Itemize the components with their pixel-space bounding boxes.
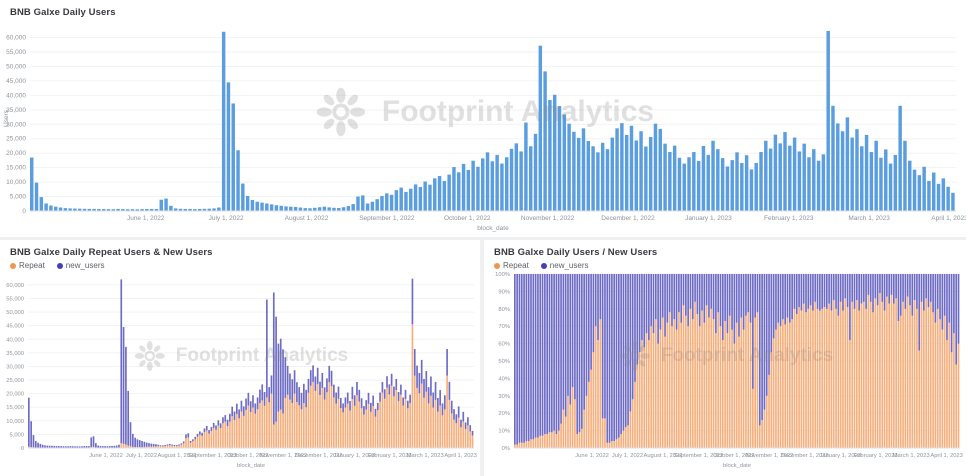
svg-text:5,000: 5,000 <box>9 432 24 438</box>
legend-label-new-users: new_users <box>549 261 589 270</box>
legend-item-repeat[interactable]: Repeat <box>10 261 45 270</box>
svg-text:August 1, 2022: August 1, 2022 <box>643 453 682 459</box>
svg-text:0%: 0% <box>502 446 510 452</box>
svg-text:June 1, 2022: June 1, 2022 <box>575 453 609 459</box>
svg-text:35,000: 35,000 <box>6 351 24 357</box>
chart-title-users-ratio: BNB Galxe Daily Users / New Users <box>494 247 658 258</box>
svg-text:April 1, 2023: April 1, 2023 <box>931 215 966 222</box>
svg-text:10,000: 10,000 <box>6 179 26 186</box>
svg-text:55,000: 55,000 <box>6 296 24 302</box>
chart-panel-repeat-new-users: BNB Galxe Daily Repeat Users & New Users… <box>0 240 480 476</box>
svg-text:30,000: 30,000 <box>6 364 24 370</box>
svg-text:April 1, 2023: April 1, 2023 <box>930 453 963 459</box>
svg-text:August 1, 2022: August 1, 2022 <box>157 453 196 459</box>
svg-text:block_date: block_date <box>723 463 751 469</box>
svg-text:10,000: 10,000 <box>6 419 24 425</box>
legend-label-new-users: new_users <box>65 261 105 270</box>
svg-text:25,000: 25,000 <box>6 378 24 384</box>
svg-text:50,000: 50,000 <box>6 310 24 316</box>
svg-text:September 1, 2022: September 1, 2022 <box>674 453 723 459</box>
svg-text:90%: 90% <box>498 289 510 295</box>
svg-text:15,000: 15,000 <box>6 405 24 411</box>
legend-label-repeat: Repeat <box>19 261 45 270</box>
svg-text:July 1, 2022: July 1, 2022 <box>209 215 244 222</box>
svg-text:40,000: 40,000 <box>6 337 24 343</box>
svg-text:December 1, 2022: December 1, 2022 <box>601 215 655 222</box>
svg-text:50,000: 50,000 <box>6 63 26 70</box>
chart-panel-users-ratio: BNB Galxe Daily Users / New Users Repeat… <box>484 240 966 476</box>
svg-text:60,000: 60,000 <box>6 283 24 289</box>
svg-text:100%: 100% <box>495 272 510 278</box>
svg-text:January 1, 2023: January 1, 2023 <box>819 453 861 459</box>
svg-text:April 1, 2023: April 1, 2023 <box>444 453 477 459</box>
svg-text:September 1, 2022: September 1, 2022 <box>359 215 415 222</box>
svg-text:0: 0 <box>22 208 26 215</box>
svg-text:block_date: block_date <box>477 225 509 232</box>
svg-text:November 1, 2022: November 1, 2022 <box>521 215 575 222</box>
svg-text:June 1, 2022: June 1, 2022 <box>127 215 165 222</box>
svg-text:0: 0 <box>21 446 24 452</box>
svg-text:20,000: 20,000 <box>6 392 24 398</box>
svg-text:40,000: 40,000 <box>6 92 26 99</box>
svg-text:60,000: 60,000 <box>6 35 26 42</box>
svg-text:November 1, 2022: November 1, 2022 <box>259 453 307 459</box>
svg-text:February 1, 2023: February 1, 2023 <box>764 215 814 222</box>
legend-item-repeat[interactable]: Repeat <box>494 261 529 270</box>
svg-text:June 1, 2022: June 1, 2022 <box>89 453 123 459</box>
repeat-new-users-stacked-chart[interactable]: 60,000 55,000 50,000 45,000 40,000 35,000 30,0… <box>0 240 480 476</box>
svg-text:December 1, 2022: December 1, 2022 <box>781 453 829 459</box>
chart-legend: Repeat new_users <box>494 261 588 270</box>
svg-text:October 1, 2022: October 1, 2022 <box>713 453 755 459</box>
svg-text:10%: 10% <box>498 429 510 435</box>
svg-text:Users: Users <box>3 109 10 127</box>
svg-text:80%: 80% <box>498 307 510 313</box>
svg-text:July 1, 2022: July 1, 2022 <box>126 453 157 459</box>
svg-text:October 1, 2022: October 1, 2022 <box>444 215 491 222</box>
legend-label-repeat: Repeat <box>503 261 529 270</box>
svg-text:45,000: 45,000 <box>6 324 24 330</box>
svg-text:55,000: 55,000 <box>6 49 26 56</box>
svg-text:September 1, 2022: September 1, 2022 <box>188 453 237 459</box>
svg-text:60%: 60% <box>498 342 510 348</box>
svg-text:March 1, 2023: March 1, 2023 <box>893 453 930 459</box>
svg-text:March 1, 2023: March 1, 2023 <box>407 453 444 459</box>
users-ratio-percent-chart[interactable]: 100% 90% 80% 70% 60% 50% 40% 30% 20% 10% 0% June 1,… <box>484 240 966 476</box>
svg-text:25,000: 25,000 <box>6 136 26 143</box>
legend-item-new-users[interactable]: new_users <box>56 261 105 270</box>
legend-item-new-users[interactable]: new_users <box>540 261 589 270</box>
svg-text:block_date: block_date <box>237 463 265 469</box>
svg-text:30%: 30% <box>498 394 510 400</box>
svg-text:45,000: 45,000 <box>6 78 26 85</box>
chart-legend: Repeat new_users <box>10 261 104 270</box>
svg-text:February 1, 2023: February 1, 2023 <box>854 453 898 459</box>
svg-text:40%: 40% <box>498 376 510 382</box>
legend-dot-repeat <box>494 262 500 269</box>
legend-dot-new-users <box>56 262 63 269</box>
svg-text:January 1, 2023: January 1, 2023 <box>333 453 375 459</box>
svg-text:March 1, 2023: March 1, 2023 <box>848 215 890 222</box>
legend-dot-new-users <box>540 262 547 269</box>
svg-text:50%: 50% <box>498 359 510 365</box>
chart-title-repeat-new-users: BNB Galxe Daily Repeat Users & New Users <box>10 247 213 258</box>
chart-panel-daily-users: BNB Galxe Daily Users 60,000 55,000 50,000… <box>0 0 966 237</box>
chart-title-daily-users: BNB Galxe Daily Users <box>10 7 116 18</box>
svg-text:July 1, 2022: July 1, 2022 <box>612 453 643 459</box>
svg-text:35,000: 35,000 <box>6 107 26 114</box>
svg-text:December 1, 2022: December 1, 2022 <box>295 453 343 459</box>
svg-text:February 1, 2023: February 1, 2023 <box>368 453 412 459</box>
svg-text:5,000: 5,000 <box>10 194 27 201</box>
svg-text:70%: 70% <box>498 324 510 330</box>
svg-text:20%: 20% <box>498 411 510 417</box>
svg-text:15,000: 15,000 <box>6 165 26 172</box>
svg-text:November 1, 2022: November 1, 2022 <box>745 453 793 459</box>
daily-users-bar-chart[interactable]: 60,000 55,000 50,000 45,000 40,000 35,000 30,0… <box>0 0 966 237</box>
svg-text:October 1, 2022: October 1, 2022 <box>227 453 269 459</box>
svg-text:January 1, 2023: January 1, 2023 <box>685 215 732 222</box>
svg-text:30,000: 30,000 <box>6 121 26 128</box>
legend-dot-repeat <box>10 262 16 269</box>
svg-text:20,000: 20,000 <box>6 150 26 157</box>
svg-text:August 1, 2022: August 1, 2022 <box>285 215 329 222</box>
